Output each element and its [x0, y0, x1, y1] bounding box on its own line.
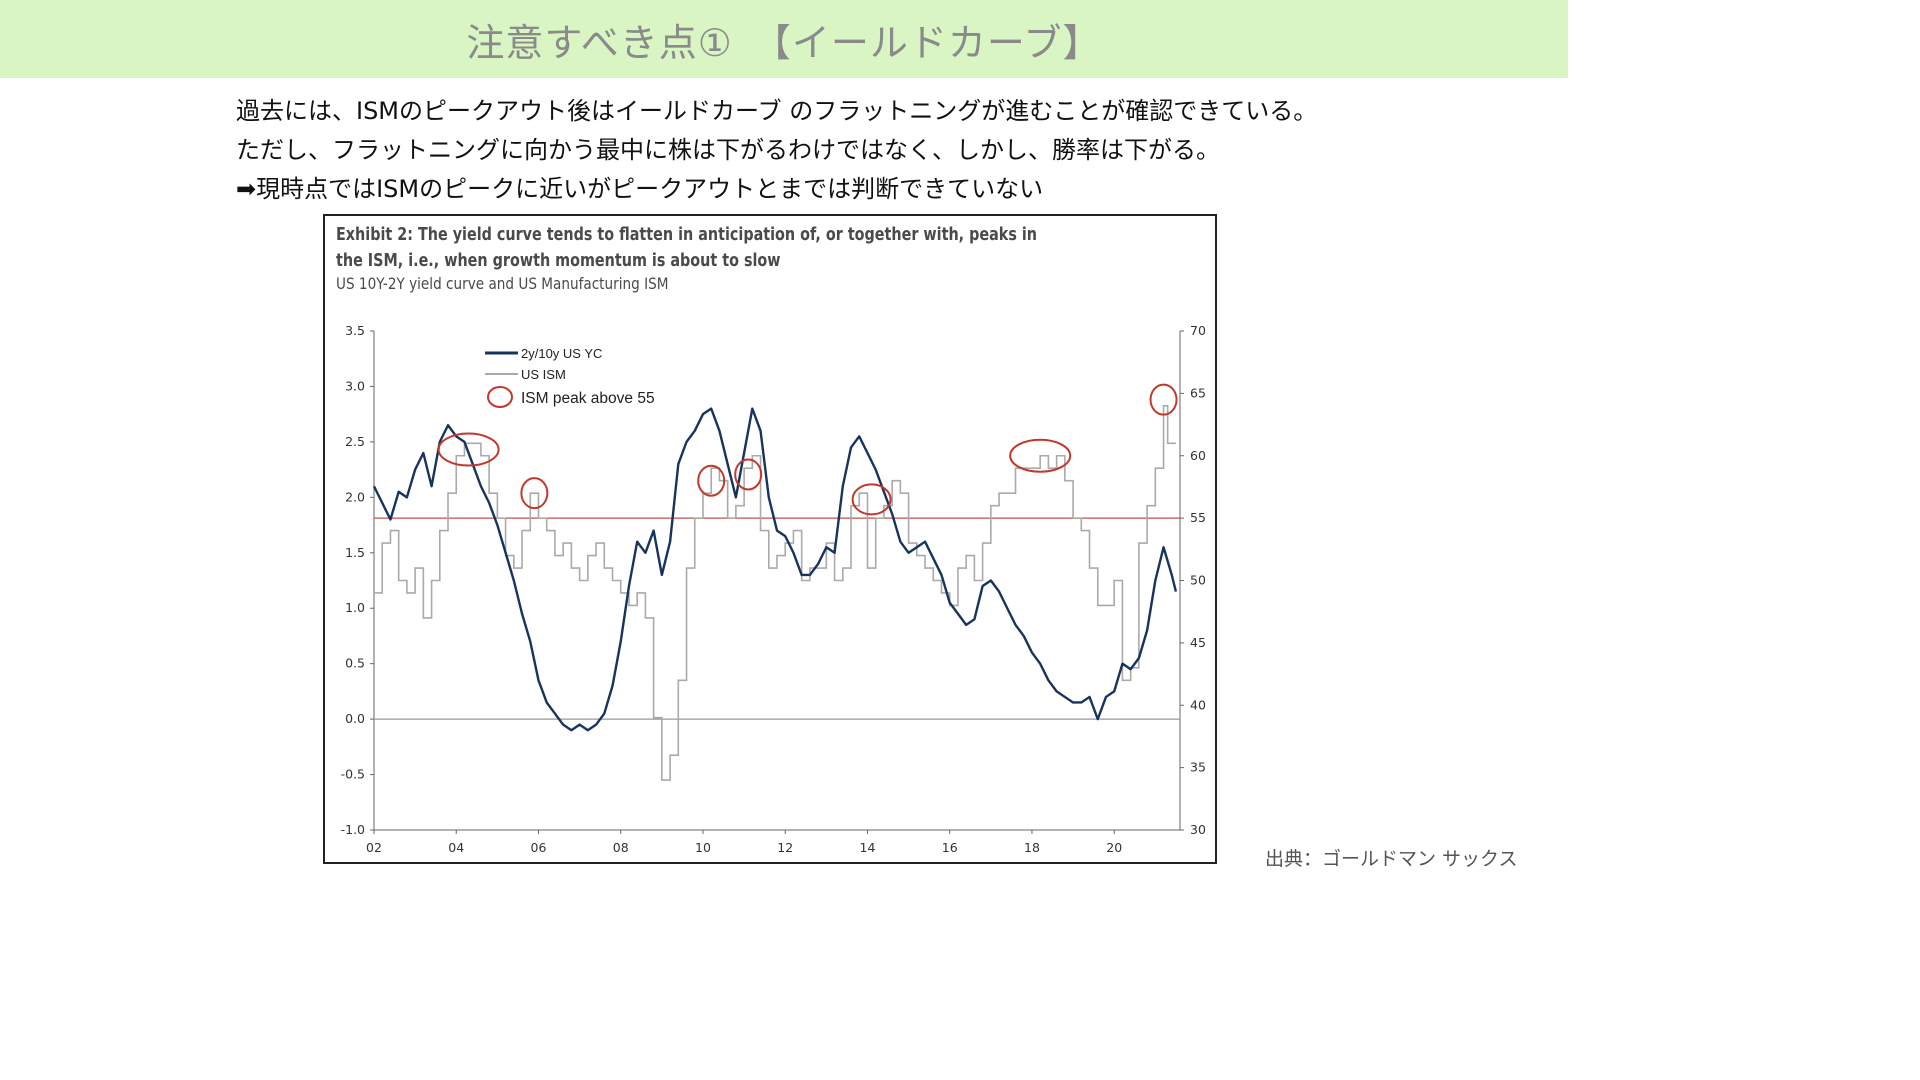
x-tick-label: 08: [613, 840, 629, 855]
series-line-us-ism: [374, 405, 1176, 781]
title-bar: 注意すべき点① 【イールドカーブ】: [0, 0, 1568, 78]
ism-peak-marker: [437, 432, 500, 467]
legend-swatch-peak: [487, 386, 513, 408]
right-tick-label: 70: [1190, 323, 1206, 338]
x-tick-label: 06: [531, 840, 547, 855]
body-line-3: ➡現時点ではISMのピークに近いがピークアウトとまでは判断できていない: [236, 175, 1044, 203]
x-tick-label: 16: [942, 840, 958, 855]
x-tick-label: 10: [695, 840, 711, 855]
ism-peak-marker: [851, 483, 892, 516]
left-tick-label: -0.5: [341, 767, 365, 782]
chart-title: Exhibit 2: The yield curve tends to flat…: [336, 225, 1038, 271]
x-tick-label: 04: [448, 840, 464, 855]
chart-subtitle: US 10Y-2Y yield curve and US Manufacturi…: [336, 274, 669, 293]
right-tick-label: 40: [1190, 697, 1206, 712]
right-tick-label: 60: [1190, 448, 1206, 463]
left-tick-label: 1.5: [345, 545, 365, 560]
left-tick-label: 0.0: [345, 711, 365, 726]
ism-peak-marker: [520, 477, 549, 510]
legend-label-yc: 2y/10y US YC: [521, 346, 602, 361]
left-tick-label: 1.0: [345, 600, 365, 615]
x-tick-label: 18: [1024, 840, 1040, 855]
chart-frame: Exhibit 2: The yield curve tends to flat…: [323, 214, 1217, 864]
left-tick-label: 2.5: [345, 434, 365, 449]
right-tick-label: 50: [1190, 573, 1206, 588]
body-line-2: ただし、フラットニングに向かう最中に株は下がるわけではなく、しかし、勝率は下がる…: [236, 136, 1220, 164]
left-tick-label: 3.5: [345, 323, 365, 338]
ism-peak-marker: [1009, 438, 1072, 473]
right-tick-label: 65: [1190, 385, 1206, 400]
left-tick-label: 2.0: [345, 489, 365, 504]
slide-title: 注意すべき点① 【イールドカーブ】: [466, 20, 1102, 65]
right-tick-label: 30: [1190, 822, 1206, 837]
x-tick-label: 12: [777, 840, 793, 855]
body-line-1: 過去には、ISMのピークアウト後はイールドカーブ のフラットニングが進むことが確…: [236, 97, 1318, 125]
body-text: 過去には、ISMのピークアウト後はイールドカーブ のフラットニングが進むことが確…: [236, 92, 1476, 209]
ism-peak-marker: [1149, 383, 1178, 416]
x-tick-label: 14: [860, 840, 876, 855]
right-tick-label: 55: [1190, 510, 1206, 525]
chart-plot: 3.5 3.0 2.5 2.0 1.5 1.0 0.5 0.0 -0.5 -1.0 70 65 60 55…: [341, 323, 1206, 855]
right-tick-label: 45: [1190, 635, 1206, 650]
left-tick-label: 3.0: [345, 378, 365, 393]
right-tick-label: 35: [1190, 760, 1206, 775]
x-tick-label: 20: [1106, 840, 1122, 855]
source-note: 出典：ゴールドマン サックス: [1265, 848, 1518, 870]
left-tick-label: -1.0: [341, 822, 365, 837]
ism-peak-marker: [697, 464, 726, 497]
legend-label-peak: ISM peak above 55: [521, 390, 655, 407]
x-tick-label: 02: [366, 840, 382, 855]
legend-label-ism: US ISM: [521, 367, 566, 382]
series-line-2y10y-yc: [372, 407, 1178, 732]
left-tick-label: 0.5: [345, 656, 365, 671]
ism-peak-marker: [734, 458, 763, 491]
